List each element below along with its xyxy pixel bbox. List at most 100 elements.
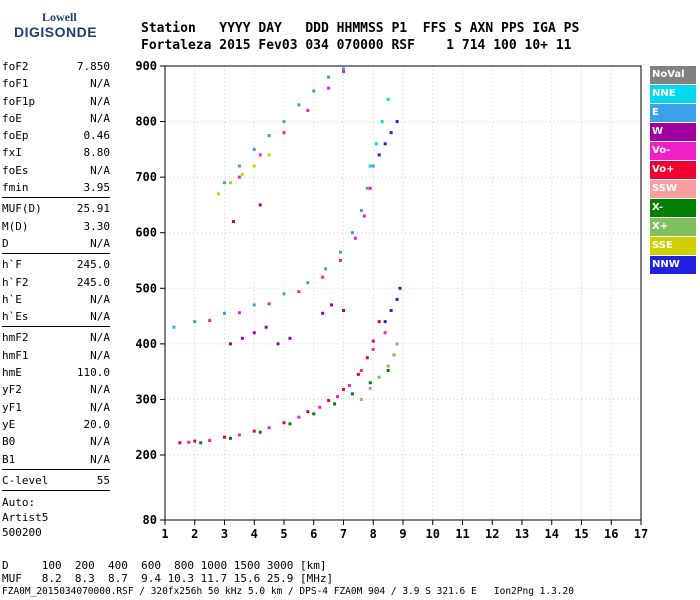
legend-item: X+ (650, 218, 696, 236)
legend-item: NoVal (650, 66, 696, 84)
data-point (321, 275, 325, 279)
parameter-name: B0 (2, 435, 16, 449)
data-point (327, 399, 331, 403)
logo-digisonde-text: DIGISONDE (14, 24, 98, 40)
parameter-value: N/A (90, 383, 110, 397)
parameter-list: foF2 7.850 foF1 N/A foF1p N/A foE N/A foEp 0.46 fx… (2, 58, 111, 492)
data-point (306, 108, 310, 112)
data-point (327, 86, 331, 90)
data-point (359, 397, 363, 401)
data-point (347, 384, 351, 388)
y-tick-label: 500 (135, 281, 157, 295)
data-point (371, 347, 375, 351)
y-tick-label: 300 (135, 392, 157, 406)
parameter-separator (2, 490, 110, 492)
parameter-row: foE N/A (2, 110, 110, 127)
parameter-value: N/A (90, 236, 110, 250)
data-point (365, 356, 369, 360)
parameter-name: fxI (2, 146, 22, 160)
parameter-value: 20.0 (83, 417, 111, 431)
data-point (350, 231, 354, 235)
data-point (342, 309, 345, 313)
parameter-row: foF1 N/A (2, 75, 110, 92)
parameter-name: h`F (2, 258, 22, 272)
data-point (306, 281, 310, 285)
data-point (172, 325, 176, 329)
x-tick-label: 10 (426, 527, 440, 541)
data-point (237, 175, 241, 179)
parameter-name: yE (2, 417, 16, 431)
parameter-value: 3.30 (83, 219, 111, 233)
parameter-value: N/A (90, 348, 110, 362)
x-tick-label: 6 (310, 527, 317, 541)
data-point (297, 415, 301, 419)
parameter-value: 55 (96, 473, 110, 487)
auto-artist: Artist5 (2, 511, 49, 525)
data-point (371, 164, 375, 168)
x-tick-label: 11 (455, 527, 469, 541)
parameter-value: 0.46 (83, 129, 111, 143)
data-point (237, 164, 241, 168)
parameter-row: foEs N/A (2, 162, 110, 179)
data-point (350, 392, 354, 396)
parameter-value: 3.95 (83, 181, 111, 195)
header-labels: Station YYYY DAY DDD HHMMSS P1 FFS S AXN… (141, 21, 580, 36)
x-tick-label: 2 (191, 527, 198, 541)
parameter-name: foE (2, 111, 22, 125)
parameter-value: N/A (90, 331, 110, 345)
legend-item: Vo- (650, 142, 696, 160)
y-tick-label: 80 (143, 513, 157, 527)
data-point (228, 342, 232, 346)
parameter-value: N/A (90, 77, 110, 91)
data-point (178, 441, 182, 445)
parameter-row: hmF2 N/A (2, 329, 110, 346)
parameter-name: yF2 (2, 383, 22, 397)
parameter-value: N/A (90, 111, 110, 125)
data-point (297, 290, 301, 294)
parameter-name: hmF2 (2, 331, 29, 345)
data-point (240, 336, 244, 340)
legend-item: E (650, 104, 696, 122)
data-point (383, 142, 387, 146)
data-point (223, 435, 226, 439)
parameter-row: fmin 3.95 (2, 179, 110, 196)
parameter-value: 8.80 (83, 146, 111, 160)
auto-code: 500200 (2, 526, 42, 540)
parameter-row: h`E N/A (2, 291, 110, 308)
data-point (395, 342, 399, 346)
parameter-row: MUF(D) 25.91 (2, 200, 110, 217)
parameter-value: 7.850 (76, 60, 110, 73)
data-point (342, 387, 345, 391)
data-point (267, 426, 271, 430)
data-point (327, 75, 331, 79)
parameter-row: yF2 N/A (2, 381, 110, 398)
data-point (223, 311, 226, 315)
parameter-value: N/A (90, 94, 110, 108)
parameter-row: B1 N/A (2, 451, 110, 468)
data-point (228, 181, 232, 185)
parameter-name: h`F2 (2, 275, 29, 289)
data-point (237, 433, 241, 437)
x-tick-label: 13 (515, 527, 529, 541)
data-point (318, 405, 322, 409)
parameter-name: C-level (2, 473, 49, 487)
data-point (267, 302, 271, 306)
data-point (231, 220, 235, 224)
data-point (282, 120, 286, 124)
y-tick-label: 900 (135, 59, 157, 73)
parameter-name: foF1p (2, 94, 36, 108)
data-point (377, 153, 381, 157)
parameter-panel: foF2 7.850 foF1 N/A foF1p N/A foE N/A foEp 0.46 fx… (2, 58, 110, 540)
data-point (362, 214, 366, 218)
parameter-row: h`Es N/A (2, 308, 110, 325)
parameter-row: C-level 55 (2, 472, 110, 489)
y-tick-label: 600 (135, 226, 157, 240)
parameter-separator (2, 326, 110, 328)
data-point (368, 381, 372, 385)
data-point (193, 439, 197, 443)
data-point (377, 375, 381, 379)
data-point (282, 292, 286, 296)
muf-row: MUF 8.2 8.3 8.7 9.4 10.3 11.7 15.6 25.9 … (2, 572, 334, 585)
data-point (252, 164, 256, 168)
